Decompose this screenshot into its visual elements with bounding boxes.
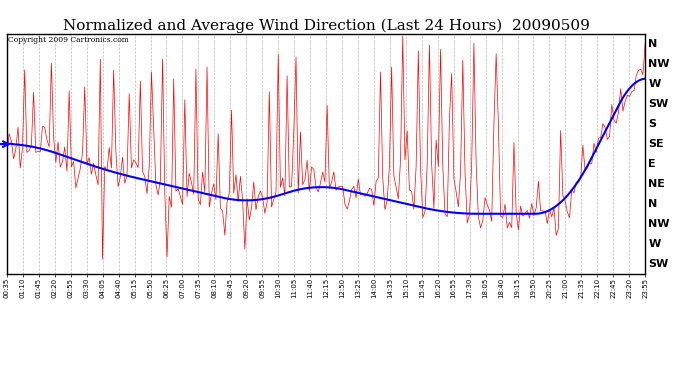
Text: SW: SW xyxy=(649,99,669,109)
Text: E: E xyxy=(649,159,656,169)
Text: NW: NW xyxy=(649,59,670,69)
Text: SE: SE xyxy=(649,139,664,149)
Text: Copyright 2009 Cartronics.com: Copyright 2009 Cartronics.com xyxy=(8,36,129,44)
Text: N: N xyxy=(649,39,658,49)
Text: W: W xyxy=(649,79,660,89)
Text: N: N xyxy=(649,199,658,209)
Text: W: W xyxy=(649,239,660,249)
Text: NW: NW xyxy=(649,219,670,229)
Text: SW: SW xyxy=(649,259,669,269)
Text: S: S xyxy=(649,119,656,129)
Title: Normalized and Average Wind Direction (Last 24 Hours)  20090509: Normalized and Average Wind Direction (L… xyxy=(63,18,589,33)
Text: NE: NE xyxy=(649,179,665,189)
